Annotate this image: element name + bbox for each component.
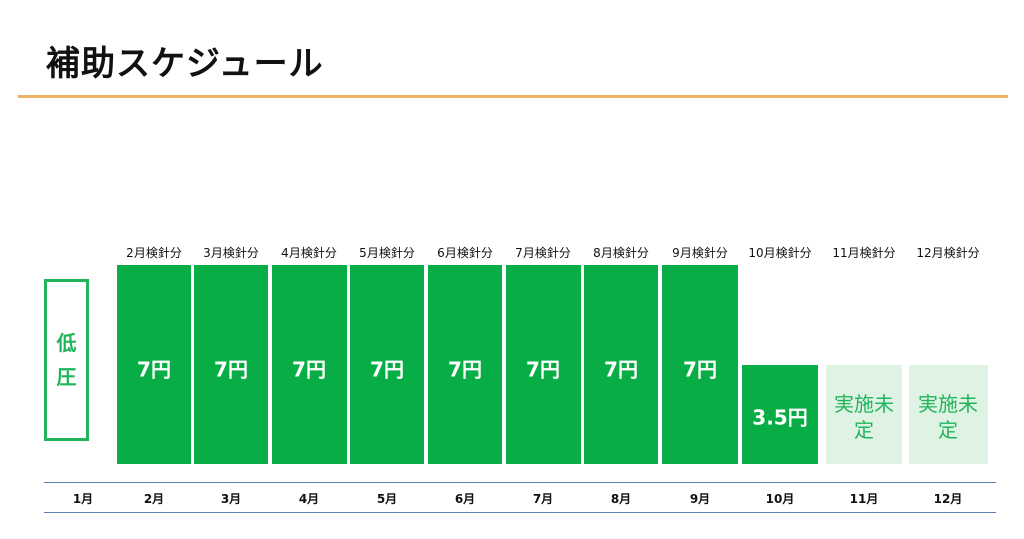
x-tick-label: 2月 — [143, 492, 165, 506]
low-voltage-label: 低 圧 — [44, 279, 89, 441]
category-label: 5月検針分 — [359, 246, 415, 260]
category-label: 3月検針分 — [203, 246, 259, 260]
bar — [350, 265, 424, 464]
x-axis — [44, 482, 996, 513]
bar — [117, 265, 191, 464]
bar-value-label: 実施未定 — [918, 391, 978, 442]
x-tick-label: 9月 — [689, 492, 711, 506]
bar — [505, 265, 581, 464]
bar-value-label: 7円 — [370, 357, 404, 382]
page-title: 補助スケジュール — [46, 44, 324, 84]
bar-value-label: 3.5円 — [752, 405, 808, 430]
bar — [271, 265, 347, 464]
bar — [662, 265, 738, 464]
bar-value-label: 7円 — [137, 357, 171, 382]
bar-value-label: 7円 — [604, 357, 638, 382]
bar — [742, 364, 818, 464]
x-tick-label: 11月 — [849, 492, 879, 506]
bar — [194, 265, 268, 464]
x-tick-label: 4月 — [298, 492, 320, 506]
category-label: 6月検針分 — [437, 246, 493, 260]
x-tick-label: 5月 — [376, 492, 398, 506]
bar-value-label: 7円 — [292, 357, 326, 382]
x-tick-label: 7月 — [532, 492, 554, 506]
bar-undecided — [908, 365, 988, 464]
bar-value-label: 7円 — [526, 357, 560, 382]
category-label: 10月検針分 — [748, 246, 812, 260]
category-label: 4月検針分 — [281, 246, 337, 260]
bar-value-label: 7円 — [448, 357, 482, 382]
bar — [428, 265, 502, 464]
x-tick-label: 1月 — [72, 492, 94, 506]
bar-value-label: 実施未定 — [834, 391, 894, 442]
x-tick-label: 8月 — [610, 492, 632, 506]
x-tick-label: 10月 — [765, 492, 795, 506]
title-rule — [18, 95, 1008, 98]
category-label: 8月検針分 — [593, 246, 649, 260]
x-tick-label: 12月 — [933, 492, 963, 506]
bar — [584, 265, 658, 464]
x-tick-label: 6月 — [454, 492, 476, 506]
category-label: 12月検針分 — [916, 246, 980, 260]
x-tick-label: 3月 — [220, 492, 242, 506]
category-label: 2月検針分 — [126, 246, 182, 260]
category-label: 11月検針分 — [832, 246, 896, 260]
category-label: 7月検針分 — [515, 246, 571, 260]
category-label: 9月検針分 — [672, 246, 728, 260]
bar-value-label: 7円 — [214, 357, 248, 382]
tier-char-1: 低 — [56, 331, 77, 355]
tier-char-2: 圧 — [56, 365, 77, 389]
bar-value-label: 7円 — [683, 357, 717, 382]
bar-undecided — [826, 365, 902, 464]
